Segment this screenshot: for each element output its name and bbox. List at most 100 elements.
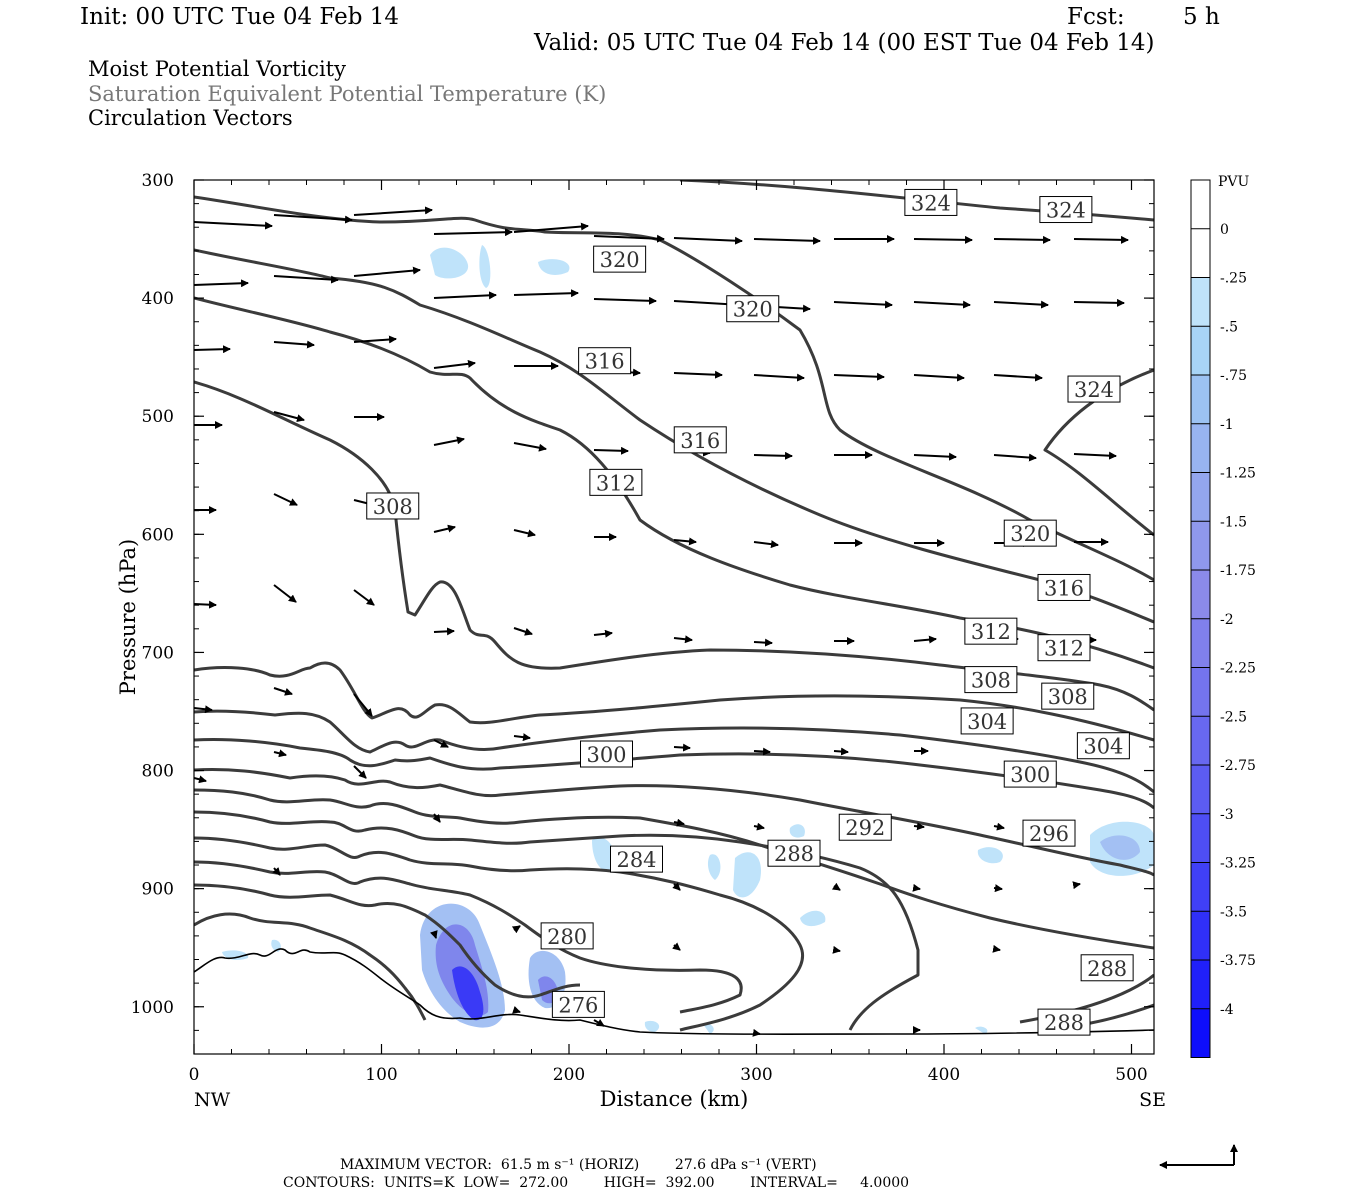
contour-line xyxy=(194,737,1154,810)
vector-arrow xyxy=(673,818,685,827)
contour-label: 288 xyxy=(774,842,814,866)
colorbar-swatch xyxy=(1191,521,1210,570)
vector-arrow xyxy=(993,453,1037,462)
colorbar-unit: PVU xyxy=(1218,174,1250,190)
vector-arrow xyxy=(993,373,1043,382)
colorbar-label: -1.75 xyxy=(1220,563,1256,579)
vector-arrow xyxy=(1073,451,1117,460)
contours-note: CONTOURS: UNITS=K LOW= 272.00 HIGH= 392.… xyxy=(283,1175,910,1191)
vector-arrow xyxy=(912,883,921,892)
contour-label-box xyxy=(593,245,647,273)
contour-label: 316 xyxy=(680,429,720,453)
vector-arrow xyxy=(593,296,657,305)
colorbar-label: -1.5 xyxy=(1220,514,1247,530)
contour-line xyxy=(194,195,1154,582)
y-tick-label: 500 xyxy=(142,407,174,427)
vector-arrow xyxy=(513,222,589,233)
contour-label-box xyxy=(1067,375,1121,403)
colorbar-swatch xyxy=(1191,180,1210,229)
contour-label: 308 xyxy=(971,669,1011,693)
colorbar-swatch xyxy=(1191,472,1210,522)
vector-arrow xyxy=(753,747,771,756)
vector-arrow xyxy=(673,370,723,379)
vector-arrow xyxy=(833,747,849,756)
vector-arrow xyxy=(672,942,681,951)
contour-label-box xyxy=(1037,573,1091,601)
vector-arrow xyxy=(753,638,773,647)
field-title-mpv: Moist Potential Vorticity xyxy=(88,57,346,81)
vector-arrow xyxy=(833,372,885,381)
vector-arrow xyxy=(753,236,821,245)
mpv-blob xyxy=(703,1023,714,1034)
vector-arrow xyxy=(353,693,373,717)
mpv-blob xyxy=(592,837,616,872)
contour-label-box xyxy=(366,492,420,520)
contour-label-box xyxy=(1022,819,1076,847)
contour-line xyxy=(194,296,1154,670)
contour-label: 296 xyxy=(1029,822,1069,846)
x-tick-label: 200 xyxy=(553,1065,585,1085)
contour-line xyxy=(194,709,1154,794)
contour-line xyxy=(194,380,1154,712)
contour-label: 276 xyxy=(558,993,598,1017)
vector-arrow xyxy=(353,765,367,779)
x-tick-label: 500 xyxy=(1115,1065,1147,1085)
colorbar-swatch xyxy=(1191,618,1210,668)
colorbar-label: -3 xyxy=(1220,807,1234,823)
contour-label: 288 xyxy=(1044,1011,1084,1035)
vector-arrow xyxy=(913,373,965,382)
contour-label-box xyxy=(904,188,958,216)
contour-label: 304 xyxy=(1083,735,1123,759)
colorbar-swatch xyxy=(1191,765,1210,814)
colorbar-label: -1 xyxy=(1220,417,1234,433)
colorbar-swatch xyxy=(1191,1008,1210,1058)
contour-label: 316 xyxy=(585,350,625,374)
vector-arrow xyxy=(1073,298,1125,307)
vector-arrow xyxy=(831,882,841,891)
contour-line xyxy=(679,180,1154,222)
vector-arrow xyxy=(353,266,421,277)
colorbar-label: -.75 xyxy=(1220,368,1247,384)
plot-frame xyxy=(193,179,1155,1055)
vector-arrow xyxy=(433,436,465,446)
contour-label-box xyxy=(964,666,1018,694)
vector-arrow xyxy=(513,627,533,636)
x-tick-label: 400 xyxy=(928,1065,960,1085)
contour-label: 324 xyxy=(1074,378,1114,402)
vector-arrow xyxy=(753,540,779,549)
forecast-label: Fcst: xyxy=(1067,4,1125,30)
vector-arrow xyxy=(433,739,449,748)
y-tick-label: 300 xyxy=(142,171,174,191)
colorbar-swatch xyxy=(1191,960,1210,1009)
vector-arrow xyxy=(1072,881,1081,890)
mpv-blob xyxy=(800,910,826,927)
init-time: Init: 00 UTC Tue 04 Feb 14 xyxy=(80,4,400,30)
contour-label-box xyxy=(964,617,1018,645)
vector-arrow xyxy=(993,300,1049,309)
contour-label: 308 xyxy=(373,495,413,519)
colorbar-swatch xyxy=(1191,862,1210,912)
vector-arrow xyxy=(512,1005,521,1014)
colorbar-swatch xyxy=(1191,570,1210,619)
vector-arrow xyxy=(433,524,456,533)
y-tick-label: 800 xyxy=(142,762,174,782)
mpv-blob xyxy=(538,259,570,275)
vector-arrow xyxy=(993,822,1005,831)
vector-arrow xyxy=(913,235,973,244)
contour-label: 284 xyxy=(616,848,656,872)
vector-arrow xyxy=(913,300,971,309)
vector-arrow xyxy=(832,945,841,954)
max-vector-note: MAXIMUM VECTOR: 61.5 m s⁻¹ (HORIZ) 27.6 … xyxy=(340,1157,817,1173)
colorbar-swatch xyxy=(1191,375,1210,424)
vector-arrow xyxy=(194,775,207,784)
vector-arrow xyxy=(432,813,441,823)
contour-label-box xyxy=(1080,954,1134,982)
contour-label: 280 xyxy=(547,925,587,949)
y-tick-label: 700 xyxy=(142,643,174,663)
colorbar-label: -2.75 xyxy=(1220,758,1256,774)
vector-arrow xyxy=(353,335,397,344)
contour-label-box xyxy=(1037,1008,1091,1036)
vector-arrow xyxy=(513,442,547,452)
contour-label: 320 xyxy=(1010,522,1050,546)
